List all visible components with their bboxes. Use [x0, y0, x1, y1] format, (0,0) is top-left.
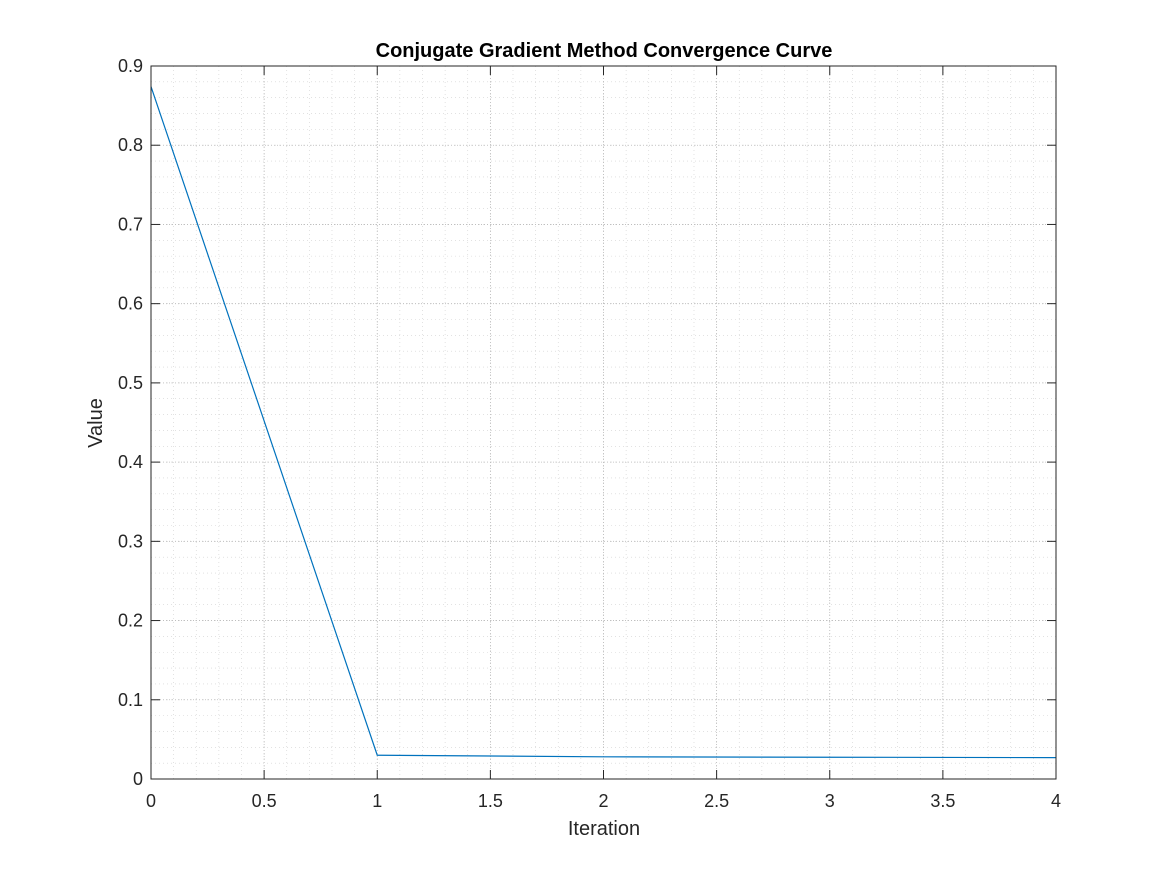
y-tick-label: 0.1 — [118, 690, 143, 710]
y-tick-label: 0.4 — [118, 452, 143, 472]
x-tick-label: 3.5 — [930, 791, 955, 811]
y-tick-label: 0.3 — [118, 531, 143, 551]
x-axis-label: Iteration — [568, 818, 640, 840]
x-tick-label: 0 — [146, 791, 156, 811]
ticks-layer — [150, 65, 1057, 780]
x-tick-label: 1.5 — [478, 791, 503, 811]
chart-title: Conjugate Gradient Method Convergence Cu… — [376, 40, 833, 62]
tick-labels: 0 0.5 1 1.5 2 2.5 3 3.5 4 0 0.1 0.2 0.3 0.4 0.5 0.6 0.7 0… — [118, 56, 1061, 811]
x-tick-label: 1 — [372, 791, 382, 811]
series-line — [150, 86, 1057, 759]
y-tick-label: 0.8 — [118, 135, 143, 155]
y-tick-label: 0.9 — [118, 56, 143, 76]
x-tick-label: 3 — [825, 791, 835, 811]
y-tick-label: 0.7 — [118, 214, 143, 234]
y-tick-label: 0.5 — [118, 373, 143, 393]
y-tick-label: 0 — [133, 769, 143, 789]
x-tick-label: 2.5 — [704, 791, 729, 811]
y-tick-label: 0.2 — [118, 611, 143, 631]
y-axis-label: Value — [85, 398, 107, 448]
x-tick-label: 2 — [598, 791, 608, 811]
x-tick-label: 4 — [1051, 791, 1061, 811]
y-tick-label: 0.6 — [118, 294, 143, 314]
x-tick-label: 0.5 — [252, 791, 277, 811]
series-layer — [150, 86, 1057, 759]
